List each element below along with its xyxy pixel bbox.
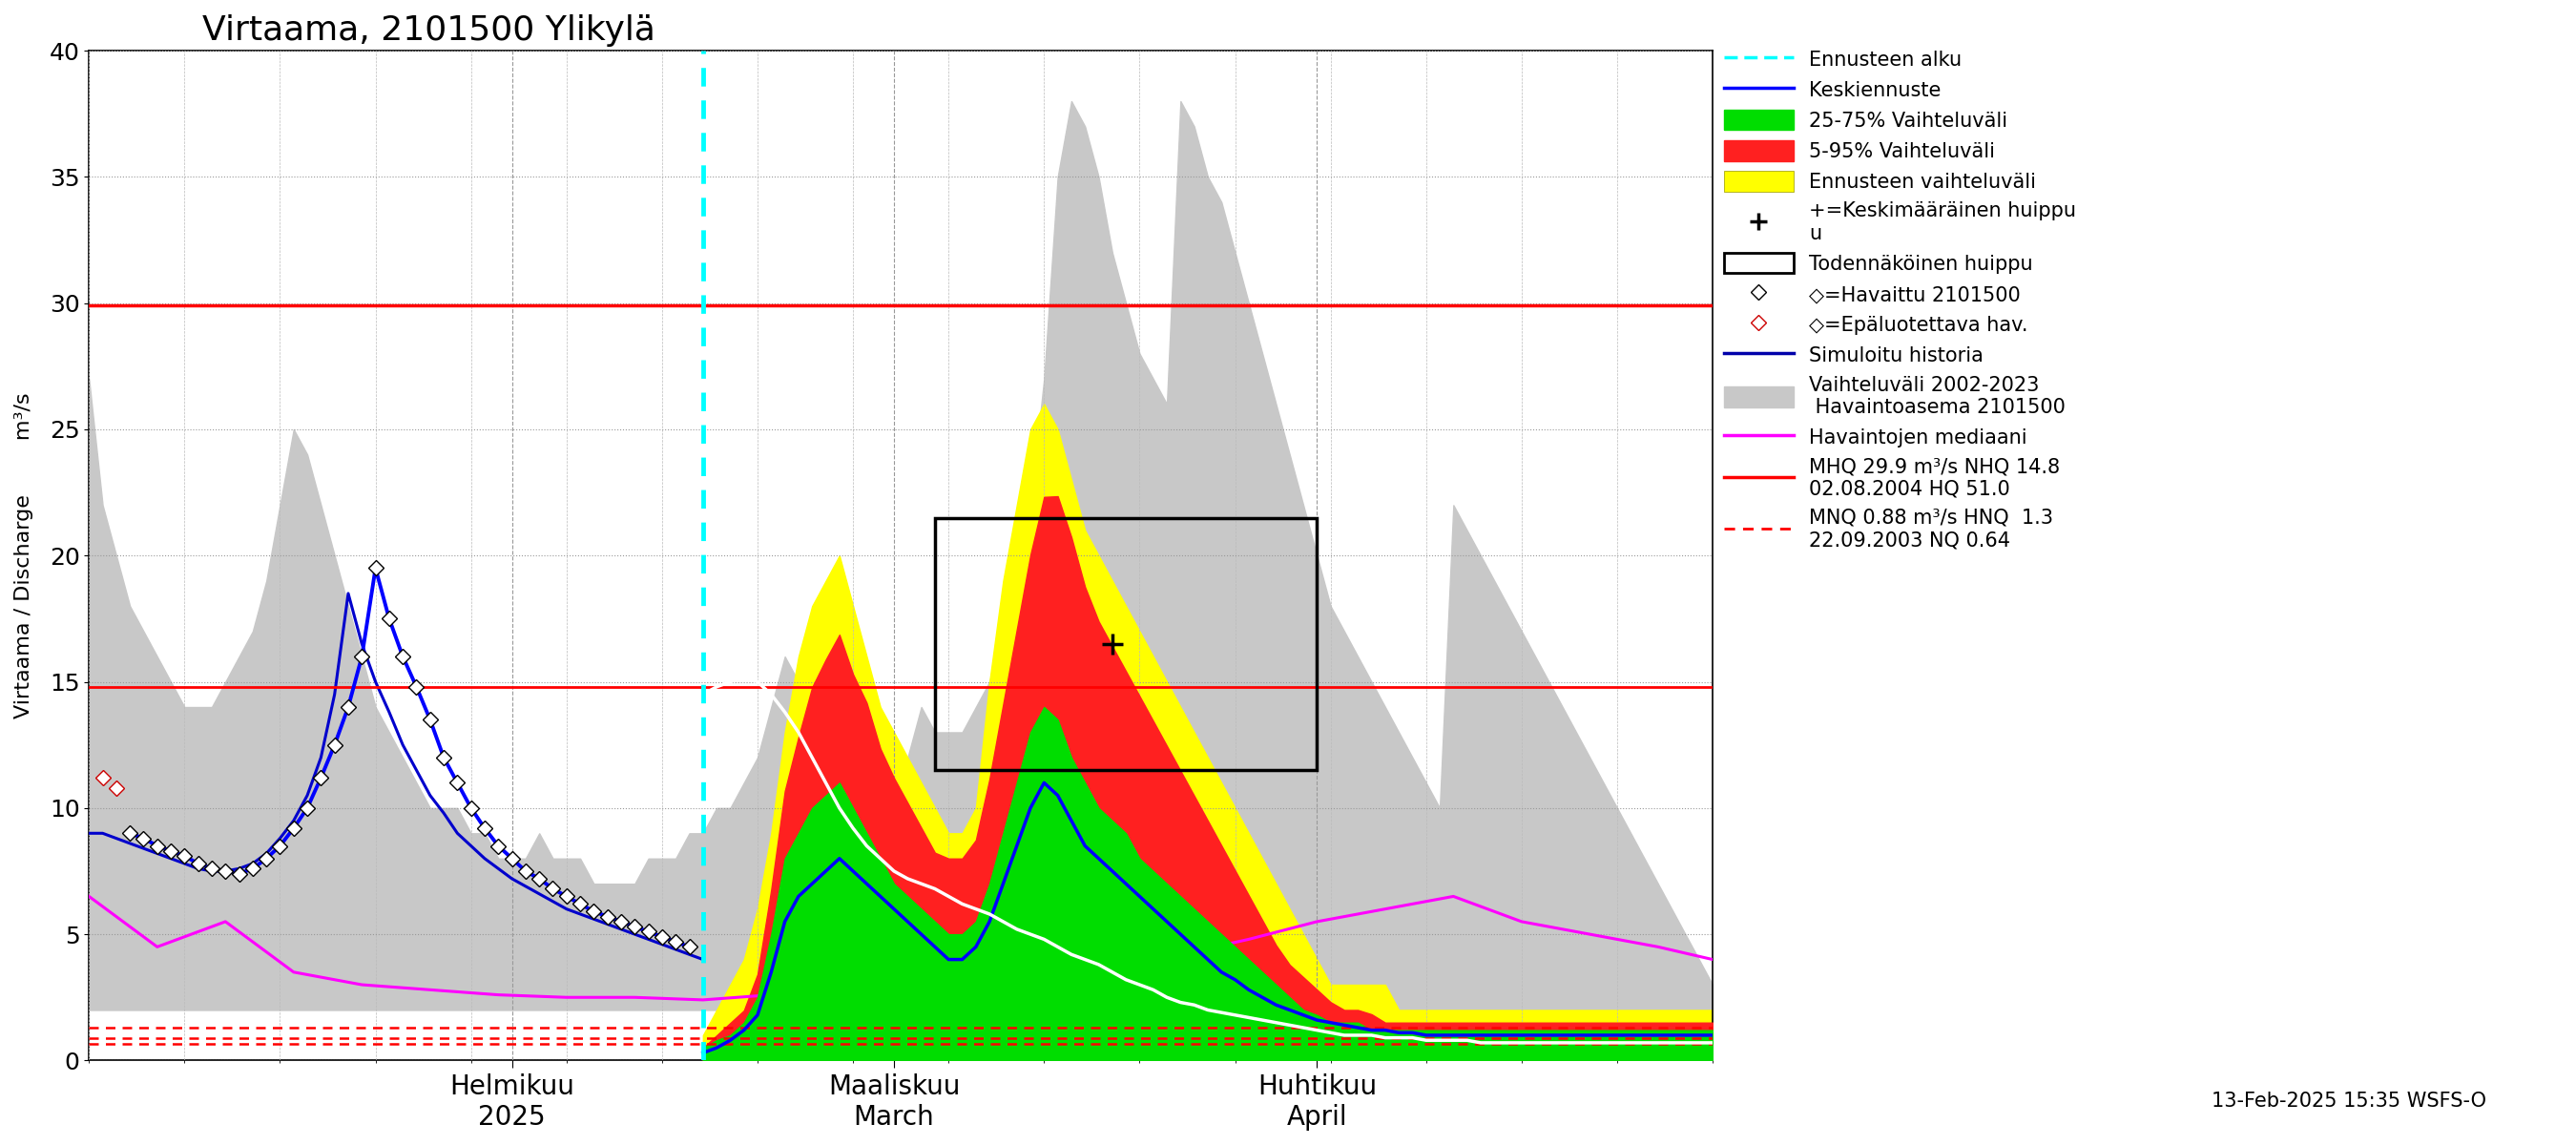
- Legend: Ennusteen alku, Keskiennuste, 25-75% Vaihteluväli, 5-95% Vaihteluväli, Ennusteen: Ennusteen alku, Keskiennuste, 25-75% Vai…: [1716, 40, 2084, 558]
- Text: 13-Feb-2025 15:35 WSFS-O: 13-Feb-2025 15:35 WSFS-O: [2210, 1091, 2486, 1111]
- Bar: [935, 518, 1316, 771]
- Text: Virtaama, 2101500 Ylikylä: Virtaama, 2101500 Ylikylä: [204, 14, 657, 47]
- Y-axis label: Virtaama / Discharge        m³/s: Virtaama / Discharge m³/s: [15, 393, 33, 719]
